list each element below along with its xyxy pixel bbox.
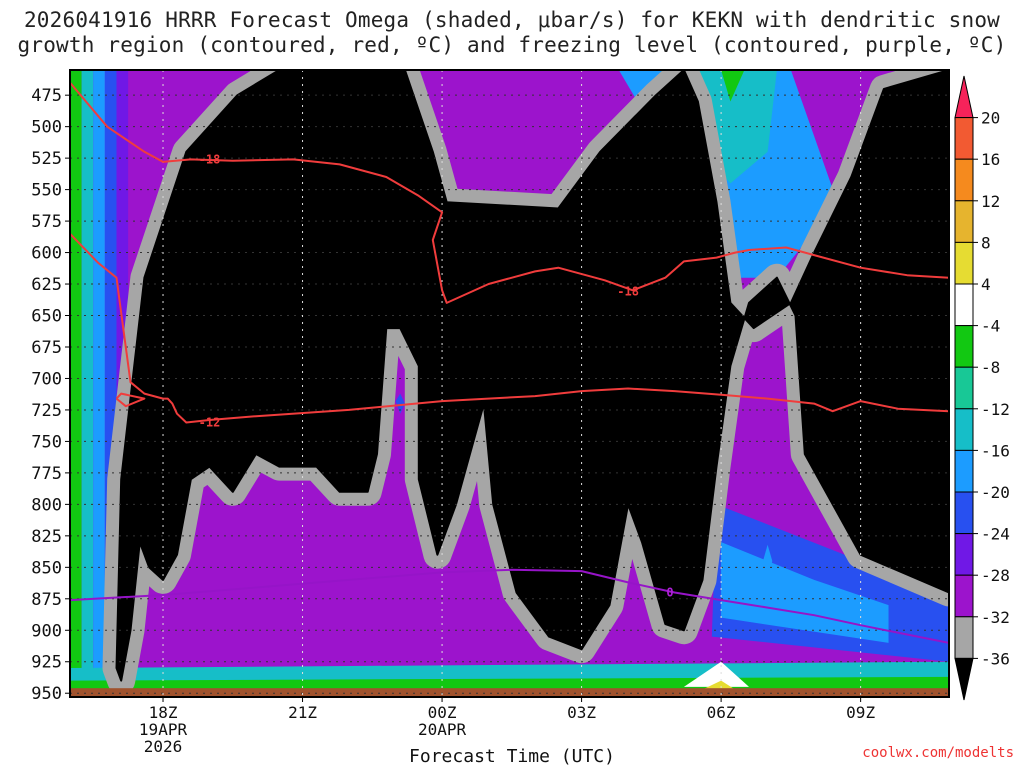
contour-line--12-loop: [115, 392, 146, 408]
colorbar-label: -20: [981, 483, 1010, 502]
y-tick-label: 550: [31, 181, 62, 201]
colorbar-swatch: [954, 491, 974, 535]
omega-field-blob: [721, 70, 745, 102]
colorbar-swatch: [954, 117, 974, 160]
omega-left-band: [70, 70, 82, 697]
colorbar: 20 16 12 8 4 -4 -8 -12 -16 -20 -24 -28 -32 -36: [954, 75, 1010, 701]
contour-line-0: [70, 568, 949, 644]
colorbar-label: 16: [981, 150, 1000, 169]
y-tick-label: 500: [31, 118, 62, 138]
x-tick-date: 20APR: [418, 720, 467, 739]
contour-labels: -18 -18 -12 0: [199, 152, 674, 599]
x-tick-label: 21Z: [288, 703, 317, 722]
y-tick-label: 950: [31, 684, 62, 704]
colorbar-swatch: [954, 366, 974, 410]
colorbar-swatch: [954, 283, 974, 327]
x-tick-label: 00Z: [428, 703, 457, 722]
contour-label: -12: [199, 416, 221, 430]
colorbar-swatch: [954, 158, 974, 202]
colorbar-label: -4: [981, 317, 1000, 336]
y-tick-label: 625: [31, 275, 62, 295]
colorbar-swatch: [954, 200, 974, 243]
site-credit: coolwx.com/modelts: [862, 745, 1014, 761]
y-tick-label: 725: [31, 401, 62, 421]
colorbar-label: 4: [981, 275, 991, 294]
contour-label: -18: [617, 285, 639, 299]
y-tick-label: 850: [31, 558, 62, 578]
omega-field-blob: [763, 544, 773, 583]
colorbar-swatch: [954, 325, 974, 368]
y-tick-label: 800: [31, 495, 62, 515]
contour-label: 0: [666, 586, 673, 600]
contour-line--12: [70, 233, 949, 424]
colorbar-label: -28: [981, 566, 1010, 585]
surface-band: [70, 688, 949, 697]
y-tick-label: 650: [31, 307, 62, 327]
y-tick-label: 700: [31, 369, 62, 389]
colorbar-label: 12: [981, 192, 1000, 211]
colorbar-label: -16: [981, 441, 1010, 460]
y-tick-label: 475: [31, 86, 62, 106]
omega-surface-yellow: [702, 680, 736, 690]
y-tick-label: 525: [31, 149, 62, 169]
y-tick-label: 750: [31, 432, 62, 452]
y-tick-label: 825: [31, 527, 62, 547]
omega-left-band: [104, 70, 117, 697]
colorbar-label: -12: [981, 400, 1010, 419]
x-tick-label: 09Z: [846, 703, 875, 722]
omega-shading: [70, 70, 949, 697]
omega-left-band: [93, 70, 105, 697]
colorbar-label: -8: [981, 358, 1000, 377]
x-axis-title: Forecast Time (UTC): [409, 746, 615, 767]
colorbar-swatch: [954, 408, 974, 451]
y-tick-label: 600: [31, 244, 62, 264]
x-tick-label: 06Z: [707, 703, 736, 722]
colorbar-label: 20: [981, 109, 1000, 128]
omega-field-black: [115, 70, 949, 682]
contour-lines: [70, 81, 949, 644]
colorbar-label: -32: [981, 608, 1010, 627]
contour-line--18: [70, 81, 949, 304]
y-tick-label: 900: [31, 621, 62, 641]
omega-left-band: [81, 70, 94, 697]
omega-lower-right-lightblue: [721, 542, 889, 643]
omega-surface-white: [683, 661, 750, 687]
x-tick-year: 2026: [144, 737, 183, 756]
colorbar-bottom-arrow: [954, 657, 974, 701]
colorbar-swatch: [954, 241, 974, 285]
contour-label: -18: [199, 152, 221, 166]
colorbar-label: -36: [981, 649, 1010, 668]
chart-title-line-2: growth region (contoured, red, ºC) and f…: [17, 33, 1007, 57]
x-tick-label: 03Z: [567, 703, 596, 722]
chart-title-line-1: 2026041916 HRRR Forecast Omega (shaded, …: [23, 8, 1001, 32]
y-tick-label: 775: [31, 464, 62, 484]
y-tick-label: 575: [31, 212, 62, 232]
plot-frame: [69, 69, 950, 698]
colorbar-swatch: [954, 449, 974, 493]
axes: 475 500 525 550 575 600 625 650 675 700 725 750 775 8…: [31, 69, 950, 756]
colorbar-label: 8: [981, 233, 991, 252]
omega-field-blob: [395, 393, 405, 414]
y-tick-label: 925: [31, 653, 62, 673]
colorbar-swatch: [954, 533, 974, 576]
colorbar-swatch: [954, 616, 974, 659]
y-tick-label: 675: [31, 338, 62, 358]
colorbar-swatch: [954, 574, 974, 618]
y-tick-label: 875: [31, 590, 62, 610]
x-tick-date: 19APR: [139, 720, 188, 739]
colorbar-label: -24: [981, 525, 1010, 544]
x-tick-label: 18Z: [149, 703, 178, 722]
colorbar-top-arrow: [954, 75, 974, 119]
